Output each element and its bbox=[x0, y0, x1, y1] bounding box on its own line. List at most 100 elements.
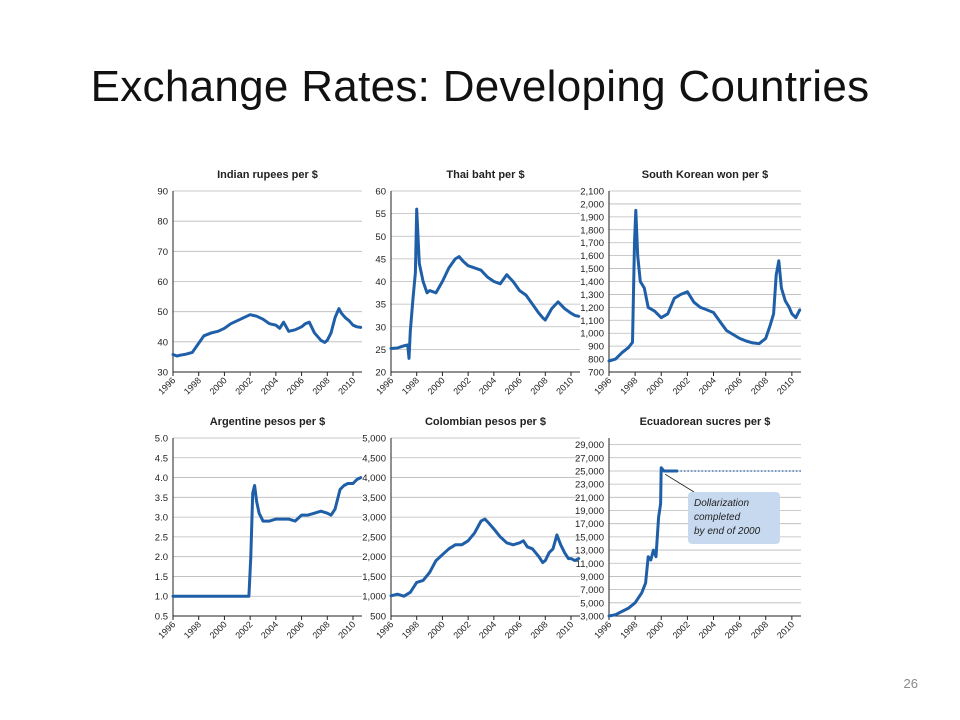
x-tick-label: 1998 bbox=[400, 375, 421, 396]
y-tick-label: 21,000 bbox=[575, 493, 604, 504]
x-tick-label: 1996 bbox=[374, 619, 395, 640]
series-line bbox=[389, 207, 581, 360]
x-tick-label: 2010 bbox=[775, 619, 796, 640]
y-tick-label: 1,700 bbox=[580, 238, 604, 249]
series-line bbox=[171, 476, 363, 598]
x-tick-label: 2010 bbox=[336, 619, 357, 640]
y-tick-label: 800 bbox=[588, 355, 604, 366]
y-tick-label: 40 bbox=[375, 277, 386, 288]
series-line bbox=[389, 517, 581, 598]
x-tick-label: 2004 bbox=[259, 375, 280, 396]
y-tick-label: 4.5 bbox=[155, 453, 168, 464]
x-tick-label: 2004 bbox=[259, 619, 280, 640]
x-tick-label: 1996 bbox=[592, 375, 613, 396]
x-tick-label: 1998 bbox=[182, 375, 203, 396]
y-tick-label: 11,000 bbox=[576, 559, 604, 570]
y-tick-label: 2,500 bbox=[362, 532, 386, 543]
y-tick-label: 19,000 bbox=[575, 506, 604, 517]
x-tick-label: 2008 bbox=[749, 619, 770, 640]
series-line bbox=[607, 466, 679, 618]
annotation-text: completed bbox=[694, 512, 741, 523]
x-tick-label: 2006 bbox=[285, 375, 306, 396]
y-tick-label: 2,100 bbox=[580, 187, 604, 198]
x-tick-label: 2002 bbox=[451, 619, 472, 640]
y-tick-label: 1.0 bbox=[155, 592, 168, 603]
y-tick-label: 1,000 bbox=[580, 329, 604, 340]
y-tick-label: 25,000 bbox=[575, 466, 604, 477]
x-tick-label: 2006 bbox=[723, 375, 744, 396]
y-tick-label: 1,300 bbox=[580, 290, 604, 301]
y-tick-label: 3.5 bbox=[155, 493, 168, 504]
x-tick-label: 2004 bbox=[697, 619, 718, 640]
y-tick-label: 1.5 bbox=[155, 572, 168, 583]
y-tick-label: 1,100 bbox=[580, 316, 604, 327]
x-tick-label: 1998 bbox=[618, 619, 639, 640]
y-tick-label: 700 bbox=[588, 368, 604, 379]
y-tick-label: 30 bbox=[375, 322, 386, 333]
y-tick-label: 5,000 bbox=[362, 434, 386, 445]
slide-title: Exchange Rates: Developing Countries bbox=[90, 62, 870, 111]
y-tick-label: 1,800 bbox=[580, 225, 604, 236]
y-tick-label: 9,000 bbox=[580, 572, 604, 583]
chart-title: Ecuadorean sucres per $ bbox=[640, 416, 771, 428]
y-tick-label: 3,000 bbox=[362, 513, 386, 524]
x-tick-label: 2010 bbox=[554, 375, 575, 396]
x-tick-label: 2000 bbox=[644, 619, 665, 640]
x-tick-label: 2006 bbox=[503, 375, 524, 396]
y-tick-label: 60 bbox=[157, 277, 168, 288]
y-tick-label: 27,000 bbox=[575, 453, 604, 464]
y-tick-label: 4,500 bbox=[362, 453, 386, 464]
y-tick-label: 1,200 bbox=[580, 303, 604, 314]
y-tick-label: 4,000 bbox=[362, 473, 386, 484]
y-tick-label: 5,000 bbox=[580, 598, 604, 609]
x-tick-label: 2008 bbox=[310, 619, 331, 640]
y-tick-label: 3.0 bbox=[155, 513, 168, 524]
chart-title: Thai baht per $ bbox=[446, 169, 524, 181]
annotation-leader bbox=[664, 473, 695, 493]
chart-panel: Argentine pesos per $ 0.5 1.0 1.5 2.0 2.5 3.0 3… bbox=[155, 416, 363, 641]
x-tick-label: 2000 bbox=[208, 375, 229, 396]
x-tick-label: 2008 bbox=[528, 619, 549, 640]
x-tick-label: 2002 bbox=[451, 375, 472, 396]
x-tick-label: 1996 bbox=[374, 375, 395, 396]
chart-title: South Korean won per $ bbox=[642, 169, 769, 181]
y-tick-label: 0.5 bbox=[155, 612, 168, 623]
x-tick-label: 2004 bbox=[477, 375, 498, 396]
chart-panel: Colombian pesos per $ 500 1,000 1,500 2,000 2… bbox=[362, 416, 581, 641]
x-tick-label: 2006 bbox=[503, 619, 524, 640]
y-tick-label: 40 bbox=[157, 337, 168, 348]
x-tick-label: 1996 bbox=[156, 375, 177, 396]
y-tick-label: 5.0 bbox=[155, 434, 168, 445]
y-tick-label: 7,000 bbox=[580, 585, 604, 596]
x-tick-label: 2002 bbox=[671, 375, 692, 396]
x-tick-label: 1998 bbox=[182, 619, 203, 640]
x-tick-label: 2008 bbox=[310, 375, 331, 396]
y-tick-label: 2.5 bbox=[155, 532, 168, 543]
y-tick-label: 70 bbox=[157, 247, 168, 258]
chart-panel: South Korean won per $ 700 800 900 1,000 1,10… bbox=[580, 169, 802, 397]
y-tick-label: 60 bbox=[375, 187, 386, 198]
y-tick-label: 20 bbox=[375, 368, 386, 379]
y-tick-label: 90 bbox=[157, 187, 168, 198]
x-tick-label: 2006 bbox=[285, 619, 306, 640]
x-tick-label: 2004 bbox=[477, 619, 498, 640]
y-tick-label: 1,600 bbox=[580, 251, 604, 262]
x-tick-label: 1998 bbox=[618, 375, 639, 396]
y-tick-label: 23,000 bbox=[575, 480, 604, 491]
y-tick-label: 35 bbox=[375, 300, 386, 311]
y-tick-label: 900 bbox=[588, 342, 604, 353]
y-tick-label: 2,000 bbox=[362, 552, 386, 563]
y-tick-label: 45 bbox=[375, 254, 386, 265]
annotation-text: by end of 2000 bbox=[694, 526, 761, 537]
y-tick-label: 2.0 bbox=[155, 552, 168, 563]
chart-title: Colombian pesos per $ bbox=[425, 416, 546, 428]
page-number: 26 bbox=[903, 676, 918, 691]
y-tick-label: 4.0 bbox=[155, 473, 168, 484]
y-tick-label: 1,400 bbox=[580, 277, 604, 288]
series-line bbox=[171, 307, 363, 358]
y-tick-label: 55 bbox=[375, 209, 386, 220]
x-tick-label: 2000 bbox=[426, 375, 447, 396]
y-tick-label: 17,000 bbox=[575, 519, 604, 530]
x-tick-label: 1998 bbox=[400, 619, 421, 640]
